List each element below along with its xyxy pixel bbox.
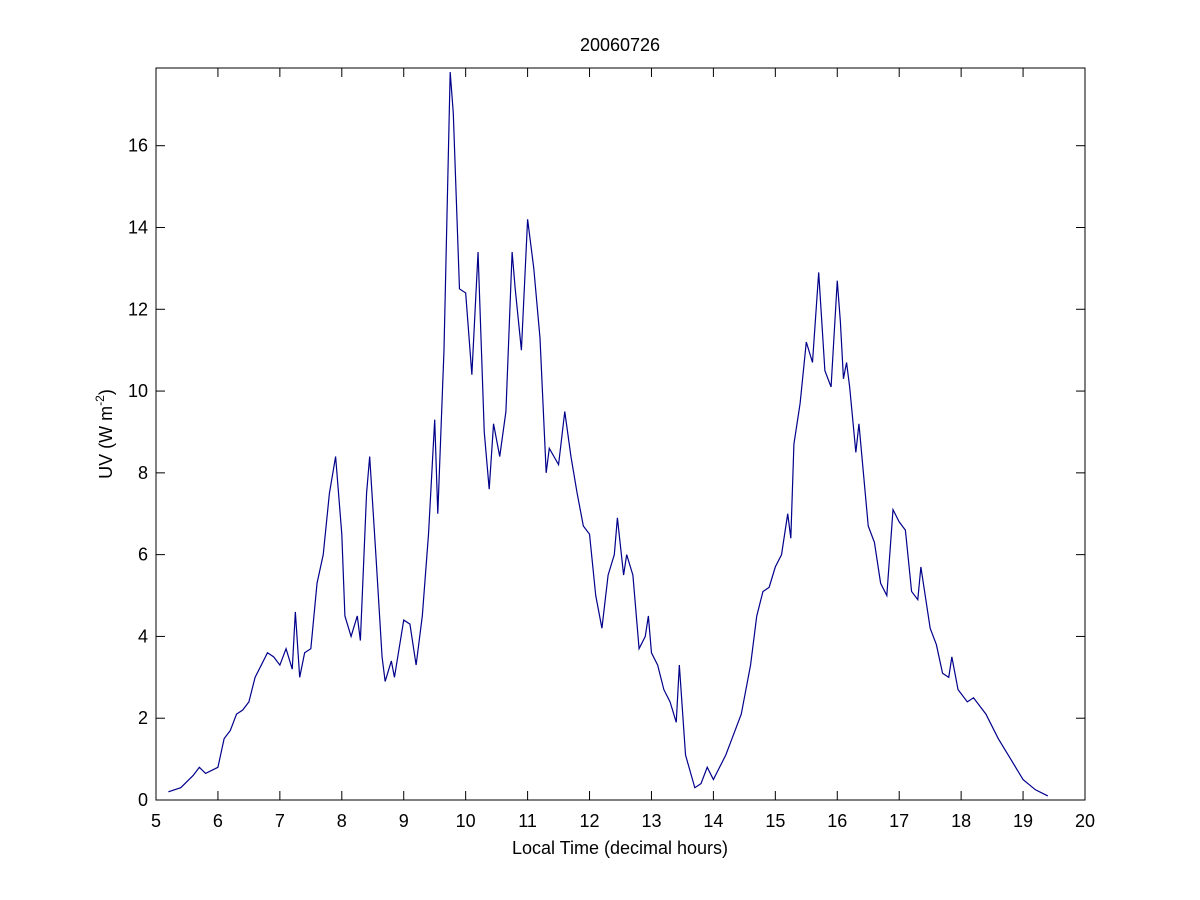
- y-label-end: ): [96, 389, 116, 395]
- x-tick-label: 12: [580, 811, 600, 831]
- x-tick-label: 15: [765, 811, 785, 831]
- y-tick-label: 14: [128, 217, 148, 237]
- chart-title: 20060726: [580, 35, 660, 55]
- y-tick-label: 8: [138, 463, 148, 483]
- x-tick-label: 18: [951, 811, 971, 831]
- x-tick-label: 9: [399, 811, 409, 831]
- x-tick-label: 10: [456, 811, 476, 831]
- x-tick-label: 13: [641, 811, 661, 831]
- y-tick-label: 0: [138, 790, 148, 810]
- data-line: [168, 72, 1049, 797]
- x-tick-label: 5: [151, 811, 161, 831]
- y-tick-label: 16: [128, 136, 148, 156]
- x-tick-label: 8: [337, 811, 347, 831]
- x-axis-label: Local Time (decimal hours): [512, 838, 728, 858]
- x-tick-label: 19: [1013, 811, 1033, 831]
- y-axis-label: UV (W m-2): [93, 389, 116, 479]
- y-tick-label: 4: [138, 626, 148, 646]
- x-tick-label: 20: [1075, 811, 1095, 831]
- y-label-main: UV (W m: [96, 406, 116, 479]
- x-tick-label: 7: [275, 811, 285, 831]
- y-tick-label: 12: [128, 299, 148, 319]
- x-tick-label: 11: [518, 811, 537, 831]
- y-tick-label: 10: [128, 381, 148, 401]
- y-tick-label: 6: [138, 545, 148, 565]
- y-label-sup: -2: [93, 395, 107, 406]
- x-tick-label: 6: [213, 811, 223, 831]
- x-tick-label: 17: [889, 811, 909, 831]
- x-tick-label: 16: [827, 811, 847, 831]
- x-tick-label: 14: [703, 811, 723, 831]
- plot-frame: [155, 67, 1086, 801]
- y-tick-label: 2: [138, 708, 148, 728]
